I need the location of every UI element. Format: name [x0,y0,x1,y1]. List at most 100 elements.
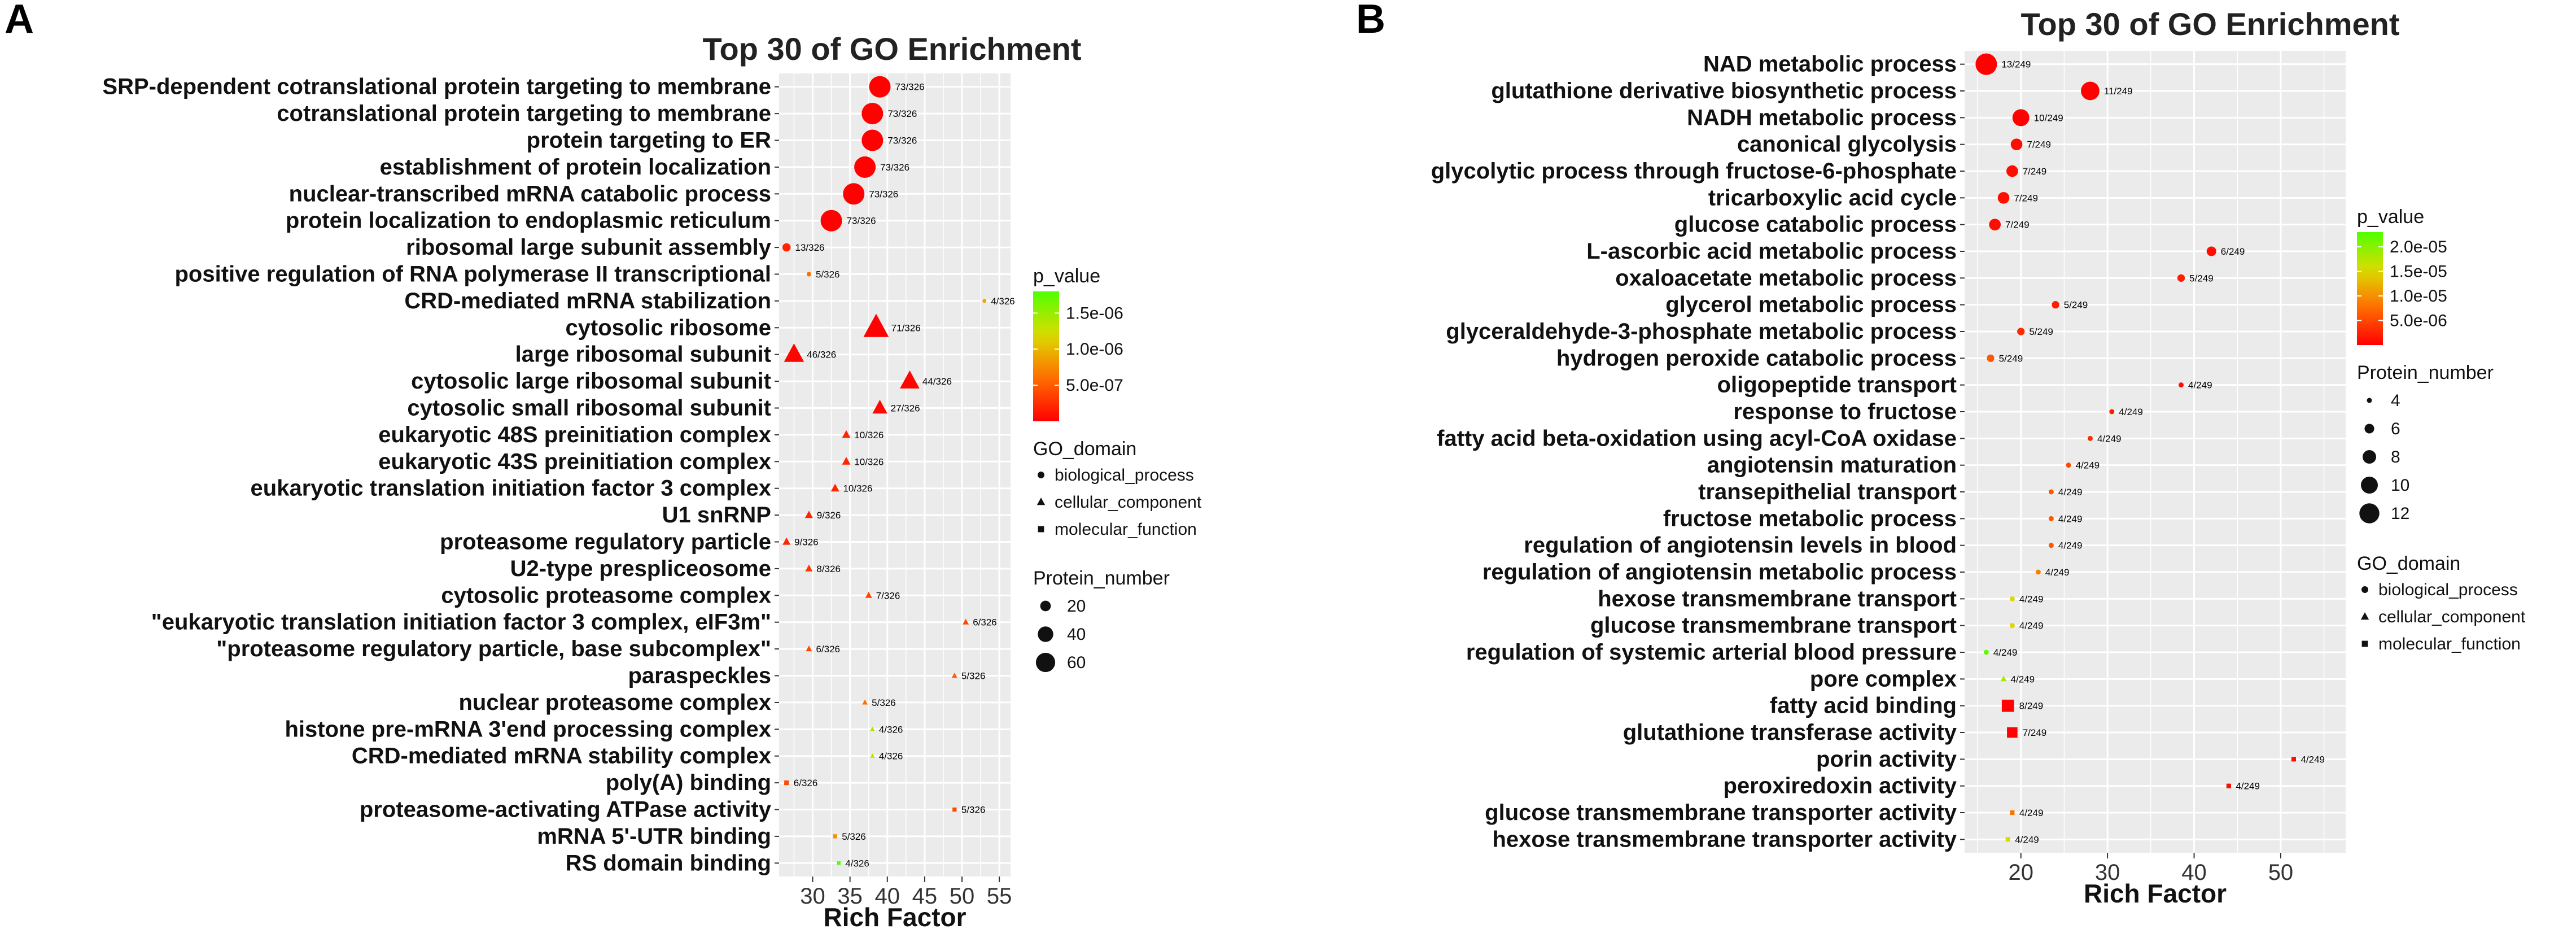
data-point [1987,354,1995,362]
data-label: 5/249 [2064,300,2088,311]
data-point [842,430,851,438]
data-point [862,699,868,705]
legend-color-title: p_value [1033,265,1100,287]
color-bar-label: 1.0e-05 [2390,287,2447,306]
y-tick-label: eukaryotic 43S preinitiation complex [378,449,771,474]
y-tick-label: regulation of angiotensin metabolic proc… [1482,560,1957,585]
y-tick-label: cytosolic ribosome [565,315,771,340]
legend-square-icon [2361,640,2368,647]
y-tick-label: canonical glycolysis [1737,132,1957,157]
y-tick-label: L-ascorbic acid metabolic process [1586,239,1957,264]
data-point [872,399,887,414]
data-label: 5/249 [1999,353,2023,364]
data-label: 71/326 [891,322,921,333]
y-tick-label: RS domain binding [566,851,771,875]
data-label: 73/326 [887,108,917,119]
legend-domain-label: molecular_function [2378,635,2521,653]
data-label: 5/326 [842,831,866,842]
y-tick-label: establishment of protein localization [380,155,771,180]
panel-label: A [5,0,34,42]
data-label: 4/249 [2188,380,2212,391]
x-tick-label: 55 [987,884,1012,909]
y-tick-label: glycerol metabolic process [1665,293,1957,317]
data-label: 6/326 [973,617,997,628]
chart-title: Top 30 of GO Enrichment [702,31,1081,67]
y-tick-label: ribosomal large subunit assembly [406,235,772,260]
legend-size-label: 6 [2391,420,2400,438]
y-tick-label: nuclear-transcribed mRNA catabolic proce… [289,181,771,206]
y-tick-label: nuclear proteasome complex [458,690,771,715]
y-tick-label: regulation of angiotensin levels in bloo… [1524,533,1957,558]
color-bar-label: 1.0e-06 [1066,340,1123,359]
legend-domain-label: molecular_function [1055,520,1197,539]
data-point [2035,569,2041,575]
data-point [869,76,891,98]
y-tick-label: peroxiredoxin activity [1724,774,1957,799]
data-label: 4/249 [2058,540,2083,551]
data-point [842,457,851,465]
data-label: 8/326 [816,564,841,574]
y-tick-label: cytosolic large ribosomal subunit [411,369,771,394]
y-tick-label: cotranslational protein targeting to mem… [277,101,771,126]
data-label: 7/249 [2014,193,2038,203]
data-point [2087,435,2093,441]
legend-size-label: 40 [1067,625,1086,644]
y-tick-label: mRNA 5'-UTR binding [537,824,771,849]
data-label: 13/326 [795,242,825,253]
data-point [806,645,812,652]
y-tick-label: cytosolic small ribosomal subunit [407,396,771,421]
y-tick-label: "eukaryotic translation initiation facto… [151,610,771,635]
data-point [2066,463,2071,468]
data-point [2206,246,2216,256]
data-point [2048,489,2054,495]
data-point [2009,623,2015,629]
data-point [2017,328,2025,335]
y-tick-label: pore complex [1810,666,1957,691]
data-label: 7/326 [876,590,900,601]
x-tick-label: 30 [2095,860,2120,885]
data-point [804,511,813,518]
y-tick-label: eukaryotic translation initiation factor… [251,476,771,501]
panel-label: B [1356,0,1385,42]
data-label: 4/249 [2045,567,2070,578]
x-tick-label: 50 [2268,860,2294,885]
data-point [805,564,813,572]
legend-triangle-icon [2360,612,2369,620]
legend-size-circle [2361,477,2378,494]
data-label: 4/249 [2019,808,2044,818]
y-tick-label: NADH metabolic process [1687,105,1957,130]
x-tick-label: 30 [800,884,825,909]
data-point [861,103,884,125]
data-point [2000,675,2007,682]
data-point [2001,699,2014,712]
legend-size-label: 8 [2391,448,2400,466]
data-label: 9/326 [817,510,841,521]
data-point [843,183,865,205]
y-tick-label: fatty acid binding [1770,694,1957,718]
data-label: 4/249 [2015,834,2039,845]
data-label: 4/326 [845,858,869,869]
x-tick-label: 45 [912,884,938,909]
data-point [2048,516,2054,521]
data-label: 6/326 [816,644,840,655]
legend-size-label: 10 [2391,476,2409,495]
data-label: 4/249 [2097,433,2122,444]
data-label: 6/249 [2221,246,2245,257]
data-point [782,243,791,252]
color-bar [1033,291,1059,421]
data-point [2291,757,2297,762]
legend-size-label: 12 [2391,504,2409,523]
y-tick-label: glutathione transferase activity [1623,720,1957,745]
y-tick-label: hexose transmembrane transporter activit… [1492,827,1957,852]
y-tick-label: protein localization to endoplasmic reti… [286,208,771,233]
data-point [1983,649,1989,655]
y-tick-label: hydrogen peroxide catabolic process [1556,346,1957,370]
data-point [2052,301,2059,309]
x-axis-label: Rich Factor [823,902,966,929]
y-tick-label: CRD-mediated mRNA stabilization [404,289,771,313]
data-label: 4/249 [2058,513,2083,524]
y-tick-label: glucose transmembrane transport [1590,613,1957,638]
data-label: 9/326 [794,537,819,548]
data-label: 73/326 [880,162,909,173]
data-point [2009,596,2015,601]
